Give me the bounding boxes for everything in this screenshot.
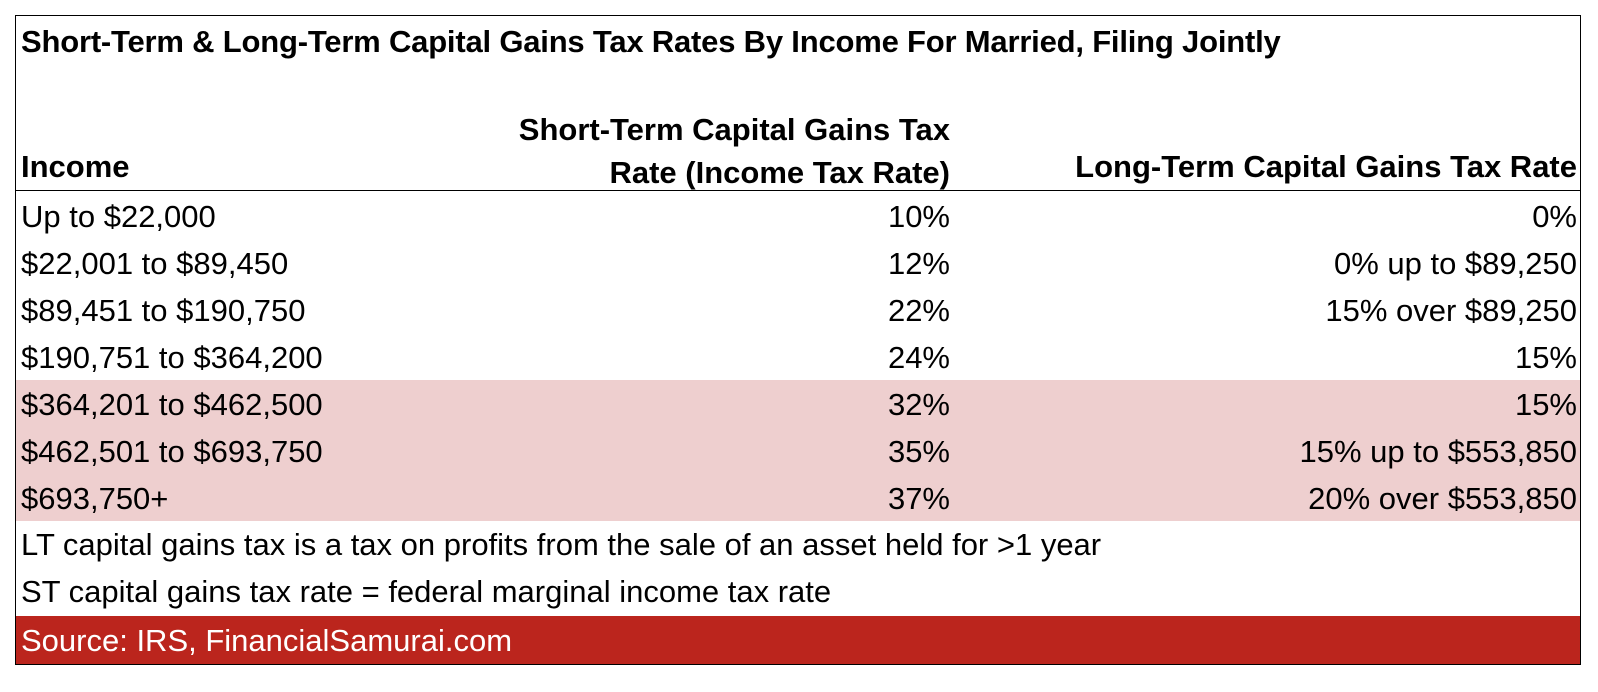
income-cell: $693,750+	[21, 481, 169, 516]
income-cell: $462,501 to $693,750	[21, 434, 323, 469]
table-row: $190,751 to $364,200 24% 15%	[16, 333, 1580, 380]
footnotes: LT capital gains tax is a tax on profits…	[16, 521, 1580, 615]
header-short-term-line1: Short-Term Capital Gains Tax	[518, 112, 950, 147]
long-term-rate-cell: 15% up to $553,850	[1299, 434, 1577, 469]
long-term-rate-cell: 15%	[1514, 340, 1577, 375]
long-term-rate-cell: 15% over $89,250	[1325, 293, 1577, 328]
income-cell: $364,201 to $462,500	[21, 387, 323, 422]
table-title: Short-Term & Long-Term Capital Gains Tax…	[21, 24, 1281, 59]
table-row-highlighted: $364,201 to $462,500 32% 15%	[16, 380, 1580, 427]
short-term-rate-cell: 37%	[887, 481, 950, 516]
short-term-rate-cell: 12%	[887, 246, 950, 281]
long-term-rate-cell: 20% over $553,850	[1308, 481, 1577, 516]
source-bar: Source: IRS, FinancialSamurai.com	[16, 616, 1580, 664]
table-body: Up to $22,000 10% 0% $22,001 to $89,450 …	[16, 192, 1580, 521]
income-cell: $89,451 to $190,750	[21, 293, 306, 328]
income-cell: $190,751 to $364,200	[21, 340, 323, 375]
header-income: Income	[21, 149, 130, 184]
income-cell: $22,001 to $89,450	[21, 246, 289, 281]
short-term-rate-cell: 32%	[887, 387, 950, 422]
header-short-term-rate: Short-Term Capital Gains Tax Rate (Incom…	[519, 108, 950, 194]
footnote-long-term: LT capital gains tax is a tax on profits…	[21, 527, 1102, 562]
short-term-rate-cell: 22%	[887, 293, 950, 328]
table-row: $89,451 to $190,750 22% 15% over $89,250	[16, 286, 1580, 333]
long-term-rate-cell: 0% up to $89,250	[1333, 246, 1577, 281]
header-long-term-rate: Long-Term Capital Gains Tax Rate	[1075, 149, 1577, 184]
table-row: $22,001 to $89,450 12% 0% up to $89,250	[16, 239, 1580, 286]
income-cell: Up to $22,000	[21, 199, 216, 234]
long-term-rate-cell: 15%	[1514, 387, 1577, 422]
header-divider	[16, 190, 1580, 191]
footnote-short-term: ST capital gains tax rate = federal marg…	[21, 574, 832, 609]
short-term-rate-cell: 10%	[887, 199, 950, 234]
table-row: Up to $22,000 10% 0%	[16, 192, 1580, 239]
header-short-term-line2: Rate (Income Tax Rate)	[609, 155, 950, 190]
table-row-highlighted: $462,501 to $693,750 35% 15% up to $553,…	[16, 427, 1580, 474]
long-term-rate-cell: 0%	[1532, 199, 1577, 234]
tax-rate-table: Short-Term & Long-Term Capital Gains Tax…	[15, 15, 1581, 665]
table-row-highlighted: $693,750+ 37% 20% over $553,850	[16, 474, 1580, 521]
short-term-rate-cell: 24%	[887, 340, 950, 375]
short-term-rate-cell: 35%	[887, 434, 950, 469]
